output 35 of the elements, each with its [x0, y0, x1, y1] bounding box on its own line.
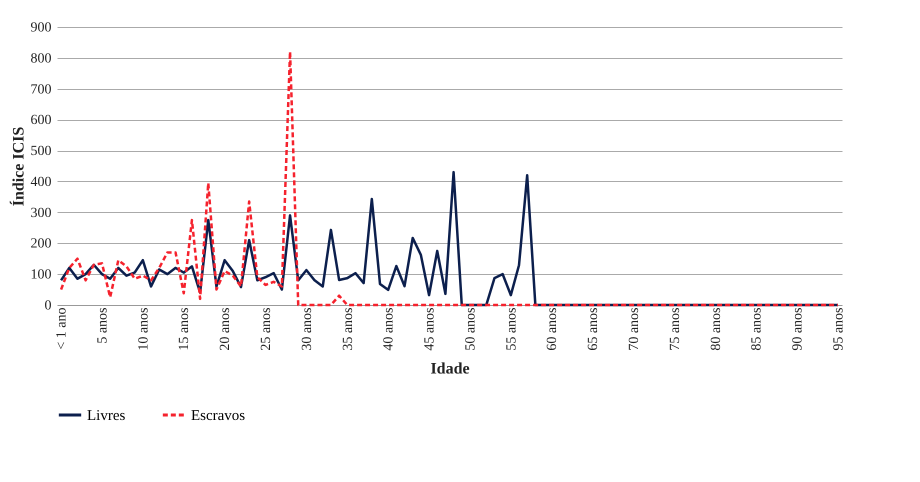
x-tick-label: 40 anos	[382, 308, 397, 351]
x-tick-label: < 1 ano	[54, 308, 70, 350]
x-axis-title: Idade	[430, 360, 470, 378]
x-tick-label: 95 anos	[831, 308, 846, 351]
x-tick-label: 25 anos	[259, 308, 274, 351]
y-tick-label: 0	[44, 298, 52, 314]
x-tick-label: 65 anos	[586, 308, 602, 351]
y-tick-label: 200	[30, 236, 52, 252]
x-tick-label: 50 anos	[463, 308, 478, 351]
x-tick-label: 5 anos	[95, 308, 110, 344]
x-tick-label: 60 anos	[545, 308, 560, 351]
legend-label: Livres	[87, 408, 126, 424]
line-series	[60, 50, 840, 306]
y-axis-title: Índice ICIS	[10, 126, 28, 206]
y-tick-label: 400	[30, 174, 52, 190]
y-tick-label: 600	[30, 113, 52, 128]
x-tick-label: 70 anos	[626, 308, 642, 351]
x-tick-label: 15 anos	[177, 308, 192, 351]
x-tick-label: 55 anos	[504, 308, 520, 351]
y-tick-label: 500	[30, 144, 52, 160]
x-tick-label: 85 anos	[750, 308, 765, 351]
x-tick-label: 35 anos	[340, 308, 356, 351]
x-tick-label: 10 anos	[136, 308, 152, 351]
x-tick-label: 75 anos	[668, 308, 683, 351]
x-tick-label: 80 anos	[708, 308, 724, 351]
x-tick-label: 30 anos	[300, 308, 315, 351]
x-tick-label: 45 anos	[422, 308, 438, 351]
y-tick-label: 100	[30, 268, 52, 283]
x-tick-label: 20 anos	[218, 308, 234, 351]
y-tick-label: 300	[30, 206, 52, 221]
y-tick-label: 900	[30, 20, 52, 36]
y-tick-label: 700	[30, 82, 52, 98]
legend-label: Escravos	[191, 408, 246, 424]
y-tick-label: 800	[30, 51, 52, 66]
x-tick-label: 90 anos	[790, 308, 806, 351]
